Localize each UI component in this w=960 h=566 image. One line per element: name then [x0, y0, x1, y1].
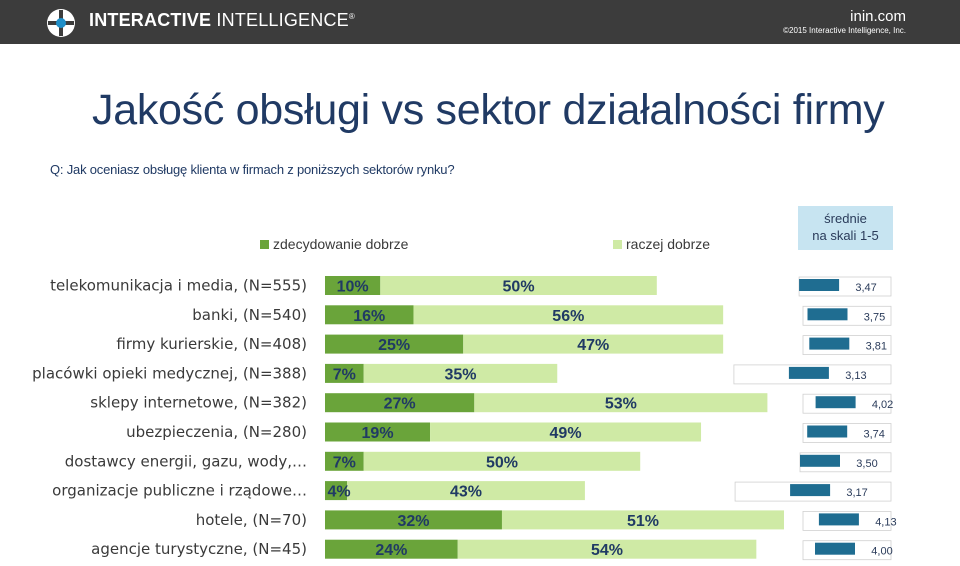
header-bar: INTERACTIVE INTELLIGENCE® inin.com ©2015… — [0, 0, 960, 44]
data-label-strong: 10% — [337, 279, 369, 296]
data-label-rather: 43% — [450, 484, 482, 501]
category-label: dostawcy energii, gazu, wody,… — [65, 452, 307, 470]
data-label-rather: 47% — [577, 337, 609, 354]
average-bar — [790, 484, 831, 497]
category-label: sklepy internetowe, (N=382) — [90, 394, 307, 412]
stacked-bar-chart: telekomunikacja i media, (N=555) 10% 50% 3,… — [32, 276, 897, 561]
data-label-strong: 25% — [378, 337, 410, 354]
bar-segment-strong — [325, 276, 381, 295]
bar-segment-strong — [325, 422, 431, 442]
data-label-strong: 32% — [397, 513, 429, 530]
category-label: ubezpieczenia, (N=280) — [126, 423, 307, 441]
data-label-strong: 7% — [333, 454, 356, 471]
bar-segment-strong — [325, 451, 364, 471]
category-label: placówki opieki medycznej, (N=388) — [32, 364, 307, 382]
data-label-strong: 24% — [375, 542, 407, 559]
category-label: firmy kurierskie, (N=408) — [116, 335, 307, 353]
data-label-rather: 51% — [627, 513, 659, 530]
average-label: 4,02 — [872, 399, 893, 411]
bar-segment-rather — [430, 422, 702, 442]
average-label: 3,17 — [846, 487, 867, 499]
legend-swatch-light-green — [613, 240, 622, 249]
category-label: telekomunikacja i media, (N=555) — [50, 277, 307, 295]
bar-segment-strong — [325, 305, 414, 325]
data-label-rather: 50% — [486, 454, 518, 471]
average-bar — [807, 308, 848, 321]
category-label: agencje turystyczne, (N=45) — [91, 540, 307, 558]
average-bar — [800, 454, 840, 467]
bar-segment-strong — [325, 539, 458, 559]
average-label: 4,00 — [871, 546, 892, 558]
brand-name-light: INTELLIGENCE — [216, 10, 349, 30]
bar-segment-rather — [363, 451, 641, 471]
survey-question: Q: Jak oceniasz obsługę klienta w firmac… — [50, 162, 455, 177]
bar-segment-strong — [325, 363, 364, 383]
bar-segment-strong — [325, 510, 502, 530]
data-label-rather: 35% — [444, 366, 476, 383]
page-title: Jakość obsługi vs sektor działalności fi… — [92, 86, 885, 134]
average-label: 3,13 — [845, 370, 866, 382]
site-link[interactable]: inin.com — [850, 8, 906, 25]
average-bar — [799, 279, 840, 291]
category-label: organizacje publiczne i rządowe… — [52, 482, 307, 500]
data-label-rather: 53% — [605, 396, 637, 413]
data-label-strong: 4% — [327, 484, 350, 501]
bar-segment-rather — [457, 539, 757, 559]
bar-segment-strong — [325, 393, 475, 413]
data-label-rather: 54% — [591, 542, 623, 559]
average-bar — [818, 513, 859, 526]
data-label-rather: 49% — [550, 425, 582, 442]
category-label: banki, (N=540) — [192, 306, 307, 324]
brand-name: INTERACTIVE INTELLIGENCE® — [89, 10, 355, 31]
bar-segment-rather — [413, 305, 724, 325]
category-label: hotele, (N=70) — [196, 511, 307, 529]
averages-header-line2: na skali 1-5 — [812, 228, 879, 243]
average-bar — [815, 396, 856, 409]
data-label-strong: 19% — [362, 425, 394, 442]
interactive-intelligence-logo-icon — [47, 9, 75, 37]
legend-item-rather: raczej dobrze — [613, 236, 710, 252]
legend-swatch-dark-green — [260, 240, 269, 249]
average-label: 3,50 — [856, 458, 877, 470]
data-label-strong: 27% — [384, 396, 416, 413]
average-label: 3,81 — [866, 341, 887, 353]
averages-header-box: średnie na skali 1-5 — [798, 206, 893, 250]
average-bar — [815, 542, 855, 555]
bar-segment-rather — [380, 276, 657, 295]
brand-registered-mark: ® — [348, 12, 355, 21]
legend-label-rather: raczej dobrze — [626, 236, 711, 252]
legend-label-strong: zdecydowanie dobrze — [273, 236, 409, 252]
average-bar — [788, 366, 829, 379]
data-label-rather: 56% — [552, 308, 584, 325]
brand-name-bold: INTERACTIVE — [89, 10, 212, 30]
data-label-strong: 16% — [353, 308, 385, 325]
bar-segment-rather — [363, 363, 558, 383]
average-label: 3,47 — [855, 282, 876, 294]
bar-segment-rather — [463, 334, 724, 354]
bar-segment-strong — [325, 481, 348, 501]
bar-segment-strong — [325, 334, 464, 354]
average-bar — [807, 425, 848, 438]
average-bar — [809, 337, 850, 350]
copyright-text: ©2015 Interactive Intelligence, Inc. — [783, 26, 906, 35]
data-label-strong: 7% — [333, 366, 356, 383]
bar-segment-rather — [501, 510, 784, 530]
averages-header-line1: średnie — [824, 211, 867, 226]
average-label: 4,13 — [875, 516, 896, 528]
average-label: 3,74 — [863, 429, 884, 441]
legend-item-strong: zdecydowanie dobrze — [260, 236, 408, 252]
data-label-rather: 50% — [503, 279, 535, 296]
bar-segment-rather — [347, 481, 585, 501]
bar-segment-rather — [474, 393, 768, 413]
average-label: 3,75 — [864, 311, 885, 323]
